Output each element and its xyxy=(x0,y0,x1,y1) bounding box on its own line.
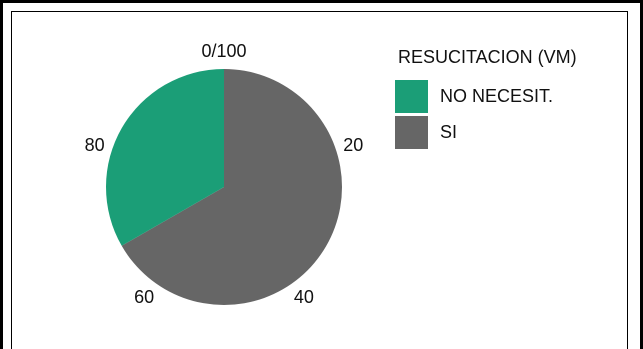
tick-label: 0/100 xyxy=(201,41,246,61)
pie-slices xyxy=(105,69,343,305)
legend-title: RESUCITACION (VM) xyxy=(398,47,577,67)
pie-tick-labels: 0/100 20 40 60 80 xyxy=(85,41,364,307)
inner-frame xyxy=(11,11,628,349)
tick-label: 60 xyxy=(134,287,154,307)
legend-label: SI xyxy=(440,122,457,142)
legend-swatch xyxy=(395,116,428,149)
tick-label: 20 xyxy=(343,135,363,155)
tick-label: 40 xyxy=(294,287,314,307)
pie-slice-no-necesit xyxy=(105,69,224,246)
legend-swatch xyxy=(395,80,428,113)
legend-items: NO NECESIT. SI xyxy=(395,80,553,149)
legend-label: NO NECESIT. xyxy=(440,86,553,106)
pie-slice-si xyxy=(121,69,343,305)
legend: RESUCITACION (VM) NO NECESIT. SI xyxy=(395,47,577,149)
tick-label: 80 xyxy=(85,135,105,155)
